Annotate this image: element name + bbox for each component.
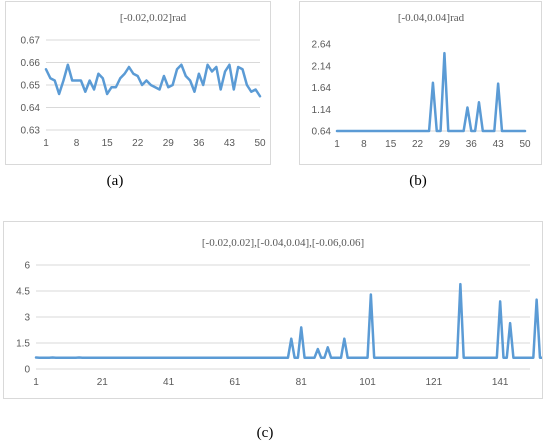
x-tick-label: 21: [97, 377, 109, 388]
y-tick-label: 2.64: [312, 40, 332, 51]
caption-a: (a): [106, 173, 124, 189]
x-tick-label: 1: [33, 377, 39, 388]
series-line: [44, 63, 262, 98]
x-tick-label: 1: [334, 139, 340, 150]
y-tick-label: 0.64: [312, 127, 332, 138]
y-tick-label: 1.14: [312, 105, 332, 116]
series-line: [34, 282, 542, 359]
x-tick-label: 22: [132, 138, 144, 149]
series-line: [335, 51, 527, 133]
x-tick-label: 50: [519, 139, 531, 150]
x-tick-label: 15: [385, 139, 397, 150]
y-tick-label: 0.63: [21, 126, 41, 137]
x-tick-label: 43: [493, 139, 505, 150]
y-tick-label: 6: [24, 261, 30, 272]
y-tick-label: 2.14: [312, 61, 332, 72]
chart-title: [-0.02,0.02],[-0.04,0.04],[-0.06,0.06]: [202, 237, 364, 249]
chart-panel-b: [-0.04,0.04]rad 0.64 1.14 1.64 2.14 2.64 1 8 15 2…: [299, 1, 542, 165]
x-tick-label: 1: [43, 138, 49, 149]
x-tick-label: 50: [254, 138, 266, 149]
y-tick-label: 0.67: [21, 36, 41, 47]
x-tick-label: 36: [466, 139, 478, 150]
y-tick-label: 3: [24, 313, 30, 324]
x-tick-label: 22: [412, 139, 424, 150]
y-tick-label: 0.64: [21, 103, 41, 114]
y-tick-label: 0: [24, 365, 30, 376]
chart-panel-a: [-0.02,0.02]rad 0.63 0.64 0.65 0.66 0.67 1 8 15 2…: [5, 1, 271, 165]
y-tick-label: 1.5: [16, 339, 30, 350]
chart-b-svg: [-0.04,0.04]rad 0.64 1.14 1.64 2.14 2.64 1 8 15 2…: [312, 12, 531, 150]
chart-c-svg: [-0.02,0.02],[-0.04,0.04],[-0.06,0.06]01…: [16, 237, 542, 388]
x-tick-label: 15: [102, 138, 114, 149]
x-tick-label: 101: [359, 377, 376, 388]
x-tick-label: 8: [74, 138, 80, 149]
x-tick-label: 121: [426, 377, 443, 388]
chart-title: [-0.04,0.04]rad: [398, 12, 465, 24]
x-tick-label: 61: [229, 377, 241, 388]
caption-c: (c): [256, 425, 274, 441]
y-tick-label: 4.5: [16, 287, 30, 298]
x-tick-label: 41: [163, 377, 175, 388]
caption-b: (b): [409, 173, 427, 189]
y-tick-label: 1.64: [312, 83, 332, 94]
y-tick-label: 0.65: [21, 81, 41, 92]
y-tick-label: 0.66: [21, 58, 41, 69]
chart-panel-c: [-0.02,0.02],[-0.04,0.04],[-0.06,0.06] 0 1…: [3, 221, 543, 399]
chart-a-svg: [-0.02,0.02]rad 0.63 0.64 0.65 0.66 0.67 1 8 15 2…: [21, 12, 266, 149]
x-tick-label: 81: [296, 377, 308, 388]
x-tick-label: 8: [361, 139, 367, 150]
x-tick-label: 36: [193, 138, 205, 149]
chart-title: [-0.02,0.02]rad: [120, 12, 187, 24]
x-tick-label: 43: [224, 138, 236, 149]
x-tick-label: 29: [439, 139, 451, 150]
x-tick-label: 141: [492, 377, 509, 388]
x-tick-label: 29: [163, 138, 175, 149]
